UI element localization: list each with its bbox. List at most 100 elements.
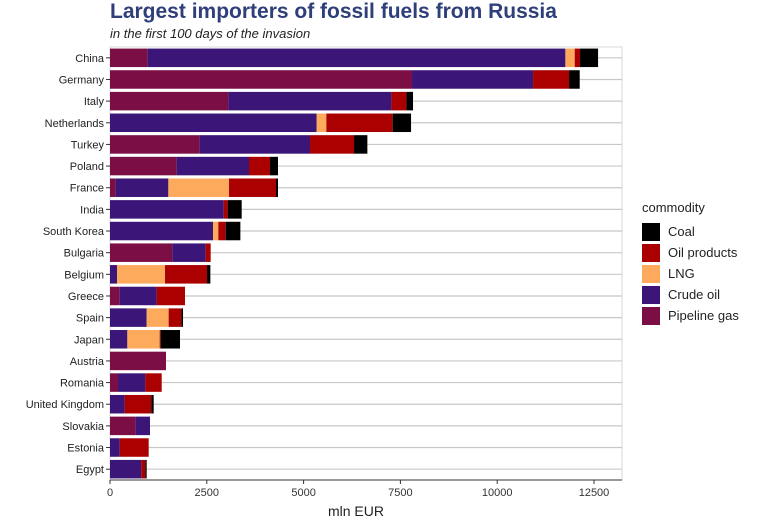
legend-title: commodity — [642, 200, 705, 215]
bar-crude-oil — [412, 70, 534, 89]
legend-label: Coal — [668, 224, 695, 239]
bar-oil-products — [124, 394, 152, 414]
bar-lng — [127, 330, 160, 349]
bar-coal — [160, 330, 181, 349]
y-tick-label: Poland — [70, 161, 104, 173]
bar-pipeline-gas — [110, 178, 116, 197]
y-tick-label: Greece — [68, 291, 104, 303]
bar-lng — [565, 48, 575, 68]
bar-lng — [146, 308, 169, 327]
bar-coal — [181, 308, 184, 327]
y-tick-label: Slovakia — [62, 421, 104, 433]
bar-coal — [145, 459, 147, 479]
legend-swatch — [642, 285, 660, 304]
bar-oil-products — [223, 200, 228, 219]
bar-lng — [212, 221, 219, 241]
bar-crude-oil — [228, 91, 392, 111]
bar-oil-products — [533, 70, 570, 89]
bar-coal — [354, 135, 368, 154]
y-tick-label: Italy — [84, 96, 105, 108]
bar-crude-oil — [110, 438, 120, 457]
bar-lng — [117, 265, 166, 284]
bar-pipeline-gas — [110, 286, 120, 306]
bar-crude-oil — [110, 330, 128, 349]
bar-oil-products — [141, 459, 146, 479]
bar-crude-oil — [110, 394, 125, 414]
legend-item: Pipeline gas — [642, 305, 739, 326]
x-tick-label: 7500 — [388, 487, 412, 499]
bar-pipeline-gas — [110, 48, 148, 68]
bar-crude-oil — [110, 265, 118, 284]
bar-pipeline-gas — [110, 373, 119, 392]
legend-label: Crude oil — [668, 287, 721, 302]
bar-crude-oil — [110, 221, 213, 241]
bar-crude-oil — [172, 243, 206, 262]
bar-pipeline-gas — [110, 135, 200, 154]
legend-item: Oil products — [642, 242, 739, 263]
chart-subtitle: in the first 100 days of the invasion — [110, 26, 311, 41]
bar-oil-products — [391, 91, 407, 111]
y-tick-label: India — [80, 204, 105, 216]
bar-pipeline-gas — [110, 70, 413, 89]
bar-coal — [151, 394, 154, 414]
x-tick-label: 0 — [107, 487, 113, 499]
y-tick-label: Turkey — [71, 139, 105, 151]
x-tick-label: 12500 — [579, 487, 610, 499]
bar-oil-products — [205, 243, 211, 262]
bar-crude-oil — [147, 48, 566, 68]
bar-crude-oil — [176, 156, 250, 176]
bar-coal — [225, 221, 241, 241]
bar-coal — [276, 178, 279, 197]
bar-coal — [392, 113, 412, 133]
y-tick-label: Netherlands — [45, 118, 105, 130]
bar-pipeline-gas — [110, 416, 136, 436]
legend-swatch — [642, 243, 660, 262]
y-tick-label: Japan — [74, 334, 104, 346]
y-tick-label: Romania — [60, 378, 105, 390]
x-axis-label: mln EUR — [328, 503, 384, 519]
x-tick-label: 10000 — [482, 487, 513, 499]
y-tick-label: Germany — [59, 74, 105, 86]
bar-oil-products — [156, 286, 186, 306]
legend-label: LNG — [668, 266, 695, 281]
chart-title: Largest importers of fossil fuels from R… — [110, 0, 557, 23]
bar-pipeline-gas — [110, 351, 166, 371]
x-tick-label: 5000 — [291, 487, 315, 499]
y-tick-label: China — [75, 53, 105, 65]
bar-oil-products — [574, 48, 581, 68]
bar-crude-oil — [119, 286, 157, 306]
bar-oil-products — [168, 308, 182, 327]
legend-swatch — [642, 306, 660, 325]
bar-lng — [168, 178, 230, 197]
bar-oil-products — [159, 330, 161, 349]
bar-pipeline-gas — [110, 243, 173, 262]
y-tick-label: Spain — [76, 313, 104, 325]
y-tick-label: Bulgaria — [64, 248, 105, 260]
bar-pipeline-gas — [110, 156, 177, 176]
legend-item: LNG — [642, 263, 739, 284]
bar-crude-oil — [110, 200, 224, 219]
bar-pipeline-gas — [110, 91, 229, 111]
y-tick-label: Belgium — [64, 269, 104, 281]
bar-oil-products — [218, 221, 226, 241]
legend-swatch — [642, 222, 660, 241]
y-tick-label: Austria — [70, 356, 105, 368]
bar-coal — [569, 70, 580, 89]
bar-crude-oil — [115, 178, 169, 197]
bar-oil-products — [145, 373, 162, 392]
legend-label: Pipeline gas — [668, 308, 739, 323]
bar-coal — [227, 200, 242, 219]
legend-label: Oil products — [668, 245, 738, 260]
bar-crude-oil — [118, 373, 146, 392]
bar-oil-products — [165, 265, 208, 284]
legend-item: Coal — [642, 221, 739, 242]
bar-oil-products — [249, 156, 271, 176]
bar-crude-oil — [110, 459, 142, 479]
bar-lng — [316, 113, 327, 133]
legend: commodity Coal Oil products LNG Crude oil Pi… — [642, 200, 739, 326]
y-tick-label: Egypt — [76, 464, 104, 476]
bar-crude-oil — [110, 113, 317, 133]
y-tick-label: Estonia — [67, 443, 105, 455]
